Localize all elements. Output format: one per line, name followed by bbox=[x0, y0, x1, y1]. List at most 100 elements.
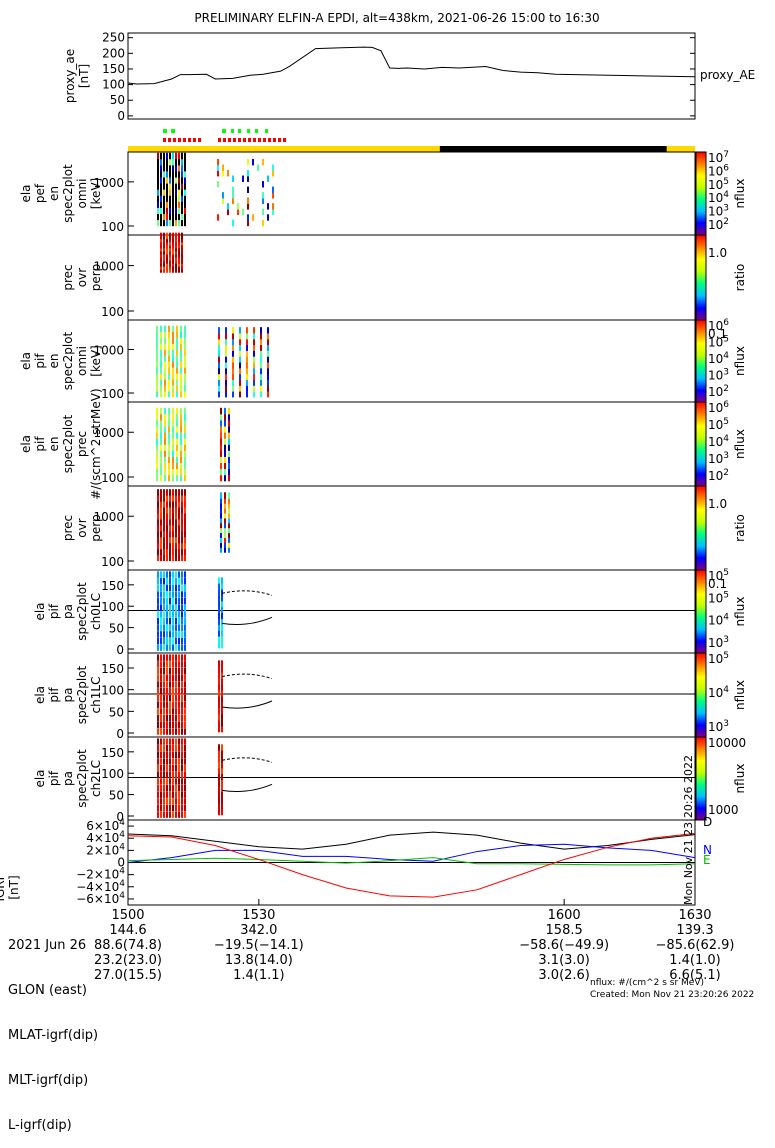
spectrogram-cell bbox=[228, 444, 230, 451]
spectrogram-cell bbox=[228, 450, 230, 457]
spectrogram-cell bbox=[228, 462, 230, 470]
spectrogram-cell bbox=[157, 701, 159, 708]
spectrogram-cell bbox=[169, 177, 171, 184]
spectrogram-cell bbox=[172, 407, 174, 415]
spectrogram-cell bbox=[169, 758, 171, 765]
spectrogram-cell bbox=[172, 811, 174, 818]
spectrogram-cell bbox=[160, 444, 162, 451]
spectrogram-cell bbox=[160, 554, 162, 562]
spectrogram-cell bbox=[166, 758, 168, 765]
spectrogram-cell bbox=[181, 745, 183, 752]
y-tick-label: 100 bbox=[101, 555, 124, 569]
spectrogram-cell bbox=[160, 631, 162, 638]
spectrogram-cell bbox=[225, 391, 227, 398]
footer-value: 342.0 bbox=[240, 923, 278, 938]
spectrogram-cell bbox=[164, 361, 166, 368]
axis-label: pif bbox=[47, 770, 61, 786]
spectrogram-cell bbox=[184, 738, 186, 745]
spectrogram-cell bbox=[175, 536, 177, 544]
spectrogram-cell bbox=[163, 501, 165, 508]
spectrogram-cell bbox=[181, 624, 183, 631]
spectrogram-cell bbox=[157, 617, 159, 625]
spectrogram-cell bbox=[221, 618, 223, 625]
spectrogram-cell bbox=[172, 512, 174, 520]
spectrogram-cell bbox=[160, 542, 162, 550]
spectrogram-cell bbox=[160, 349, 162, 356]
spectrogram-cell bbox=[157, 708, 159, 715]
spectrogram-cell bbox=[168, 474, 170, 482]
spectrogram-cell bbox=[156, 456, 158, 464]
spectrogram-cell bbox=[181, 764, 183, 772]
spectrogram-cell bbox=[218, 808, 220, 816]
spectrogram-cell bbox=[172, 501, 174, 508]
spectrogram-cell bbox=[253, 367, 255, 375]
colorbar-tick-label: 105 bbox=[708, 417, 729, 432]
spectrogram-cell bbox=[175, 694, 177, 702]
spectrogram-cell bbox=[184, 745, 186, 752]
spectrogram-cell bbox=[222, 192, 224, 199]
spectrogram-cell bbox=[184, 444, 186, 451]
spectrogram-cell bbox=[175, 604, 177, 611]
spectrogram-cell bbox=[221, 750, 223, 757]
spectrogram-cell bbox=[169, 183, 171, 190]
spectrogram-cell bbox=[225, 373, 227, 380]
spectrogram-cell bbox=[166, 637, 168, 645]
shadow-segment bbox=[439, 146, 667, 152]
footer-value: 13.8(14.0) bbox=[224, 953, 293, 968]
spectrogram-cell bbox=[267, 385, 269, 392]
axis-label: ela bbox=[33, 686, 47, 704]
spectrogram-cell bbox=[157, 804, 159, 812]
spectrogram-cell bbox=[169, 536, 171, 544]
spectrogram-cell bbox=[169, 158, 171, 166]
spectrogram-cell bbox=[160, 501, 162, 508]
spectrogram-cell bbox=[175, 674, 177, 682]
spectrogram-cell bbox=[267, 203, 269, 210]
spectrogram-cell bbox=[253, 362, 255, 369]
spectrogram-cell bbox=[184, 701, 186, 708]
spectrogram-cell bbox=[163, 195, 165, 202]
footer-value: 1630 bbox=[678, 908, 712, 923]
spectrogram-cell bbox=[221, 678, 223, 685]
spectrogram-cell bbox=[163, 694, 165, 702]
spectrogram-cell bbox=[218, 756, 220, 763]
spectrogram-cell bbox=[260, 373, 262, 380]
spectrogram-cell bbox=[157, 524, 159, 532]
spectrogram-cell bbox=[157, 183, 159, 190]
spectrogram-cell bbox=[164, 438, 166, 445]
spectrogram-cell bbox=[163, 631, 165, 638]
spectrogram-cell bbox=[168, 450, 170, 457]
spectrogram-cell bbox=[175, 751, 177, 759]
spectrogram-cell bbox=[169, 644, 171, 651]
spectrogram-cell bbox=[157, 165, 159, 172]
spectrogram-cell bbox=[184, 758, 186, 765]
spectrogram-cell bbox=[163, 177, 165, 184]
spectrogram-cell bbox=[181, 165, 183, 172]
spectrogram-cell bbox=[176, 462, 178, 470]
spectrogram-cell bbox=[156, 331, 158, 338]
spectrogram-cell bbox=[221, 666, 223, 673]
spectrogram-cell bbox=[163, 714, 165, 722]
spectrogram-cell bbox=[157, 661, 159, 668]
spectrogram-cell bbox=[252, 158, 254, 166]
colorbar-tick-label: 105 bbox=[708, 177, 729, 192]
spectrogram-cell bbox=[176, 456, 178, 464]
footer-value: 144.6 bbox=[109, 923, 147, 938]
spectrogram-cell bbox=[184, 611, 186, 618]
spectrogram-cell bbox=[253, 338, 255, 346]
spectrogram-cell bbox=[221, 725, 223, 733]
spectrogram-cell bbox=[178, 611, 180, 618]
spectrogram-cell bbox=[239, 350, 241, 357]
spectrogram-cell bbox=[175, 507, 177, 514]
spectrogram-cell bbox=[156, 373, 158, 380]
colorbar-tick-label: 104 bbox=[708, 351, 729, 366]
spectrogram-cell bbox=[247, 158, 249, 166]
spectrogram-cell bbox=[163, 213, 165, 221]
spectrogram-cell bbox=[166, 624, 168, 631]
spectrogram-cell bbox=[180, 391, 182, 398]
spectrogram-cell bbox=[164, 379, 166, 386]
spectrogram-cell bbox=[157, 688, 159, 695]
spectrogram-cell bbox=[168, 343, 170, 350]
spectrogram-cell bbox=[157, 189, 159, 196]
spectrogram-cell bbox=[218, 600, 220, 608]
spectrogram-cell bbox=[178, 512, 180, 520]
